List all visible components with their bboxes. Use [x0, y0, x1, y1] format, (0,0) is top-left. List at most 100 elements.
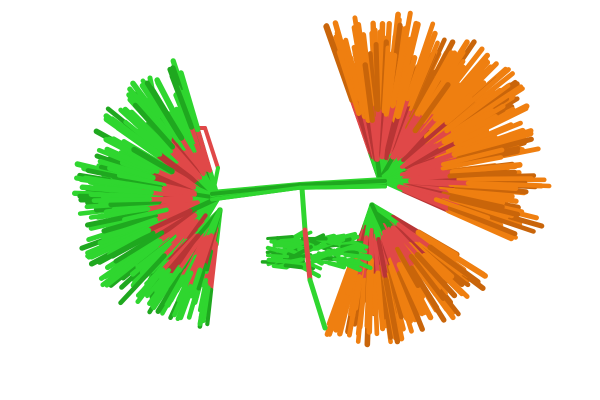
sidechain-stick [145, 268, 172, 299]
sidechain-stick [189, 125, 210, 172]
sidechain-stick [449, 162, 523, 175]
sidechain-stick [173, 108, 198, 153]
sidechain-stick [450, 84, 524, 134]
sidechain-stick [395, 55, 418, 120]
sidechain-stick [444, 67, 511, 125]
sidechain-stick [404, 140, 458, 170]
sidechain-stick [332, 20, 360, 102]
sidechain-stick [437, 114, 499, 150]
center-sidechain-bundle [260, 185, 373, 331]
sidechain-stick [372, 273, 380, 337]
sidechain-stick [153, 204, 196, 223]
sidechain-stick [160, 233, 198, 272]
sidechain-stick [453, 106, 529, 146]
sidechain-stick [369, 117, 380, 162]
sidechain-stick [433, 52, 490, 118]
sidechain-stick [343, 252, 367, 260]
sidechain-stick [375, 107, 382, 159]
sidechain-stick [408, 253, 446, 301]
sidechain-stick [375, 157, 383, 183]
sidechain-stick [91, 197, 153, 203]
sidechain-stick [132, 102, 176, 150]
sidechain-stick [283, 257, 304, 265]
sidechain-stick [197, 278, 209, 313]
sidechain-stick [96, 230, 156, 265]
sidechain-stick [326, 260, 347, 270]
sidechain-stick [444, 83, 511, 134]
backbone-stick [210, 182, 302, 196]
sidechain-stick [381, 229, 402, 268]
sidechain-stick [412, 82, 451, 134]
sidechain-stick [266, 253, 290, 259]
left-sidechain-bundle [71, 58, 223, 329]
sidechain-stick [188, 267, 203, 299]
sidechain-stick [197, 233, 214, 273]
sidechain-stick [372, 233, 380, 276]
sidechain-stick [323, 23, 355, 103]
sidechain-stick [139, 127, 180, 164]
sidechain-stick [97, 158, 156, 181]
sidechain-stick [320, 256, 337, 260]
sidechain-stick [397, 270, 425, 332]
sidechain-stick [369, 202, 401, 227]
sidechain-stick [146, 208, 193, 233]
sidechain-stick [188, 234, 210, 275]
sidechain-stick [405, 21, 436, 102]
right-lower-sidechain-bundle [324, 202, 488, 348]
sidechain-stick [116, 172, 167, 189]
sidechain-stick [388, 257, 409, 308]
sidechain-stick [407, 40, 440, 112]
sidechain-stick [150, 175, 195, 193]
sidechain-stick [326, 244, 356, 257]
sidechain-stick [433, 197, 491, 220]
sidechain-stick [465, 180, 552, 189]
sidechain-stick [147, 196, 194, 202]
sidechain-stick [201, 285, 211, 324]
sidechain-stick [330, 231, 358, 242]
sidechain-stick [336, 49, 362, 117]
sidechain-stick [421, 252, 470, 299]
sidechain-stick [401, 120, 449, 163]
backbone-stick [298, 184, 387, 190]
sidechain-stick [135, 267, 166, 298]
sidechain-stick [451, 127, 526, 157]
sidechain-stick [113, 230, 165, 264]
sidechain-stick [128, 109, 174, 154]
right-upper-sidechain-bundle [323, 10, 552, 242]
sidechain-stick [183, 254, 199, 280]
sidechain-stick [109, 116, 163, 157]
sidechain-stick [196, 262, 208, 291]
sidechain-stick [335, 260, 356, 313]
sidechain-stick [390, 35, 407, 109]
sidechain-stick [383, 277, 401, 345]
sidechain-stick [299, 185, 308, 233]
sidechain-stick [170, 144, 203, 180]
sidechain-stick [387, 226, 414, 259]
sidechain-stick [343, 248, 359, 255]
sidechain-stick [355, 277, 367, 344]
sidechain-stick [408, 178, 471, 186]
sidechain-stick [390, 225, 420, 257]
sidechain-stick [447, 205, 518, 237]
sidechain-stick [415, 229, 459, 257]
sidechain-stick [160, 266, 182, 297]
sidechain-stick [101, 217, 159, 241]
sidechain-stick [383, 51, 394, 117]
sidechain-stick [432, 59, 491, 122]
sidechain-stick [111, 193, 164, 200]
sidechain-stick [414, 50, 454, 117]
sidechain-stick [307, 277, 328, 331]
sidechain-stick [159, 209, 198, 235]
sidechain-stick [135, 233, 177, 269]
sidechain-stick [145, 199, 193, 212]
sidechain-stick [423, 93, 473, 140]
sidechain-stick [381, 222, 400, 252]
sidechain-stick [403, 151, 457, 174]
sidechain-stick [176, 270, 194, 303]
sidechain-stick [396, 184, 439, 202]
sidechain-stick [271, 264, 289, 270]
sidechain-stick [440, 147, 505, 167]
sidechain-stick [448, 81, 520, 133]
sidechain-stick [165, 274, 186, 308]
